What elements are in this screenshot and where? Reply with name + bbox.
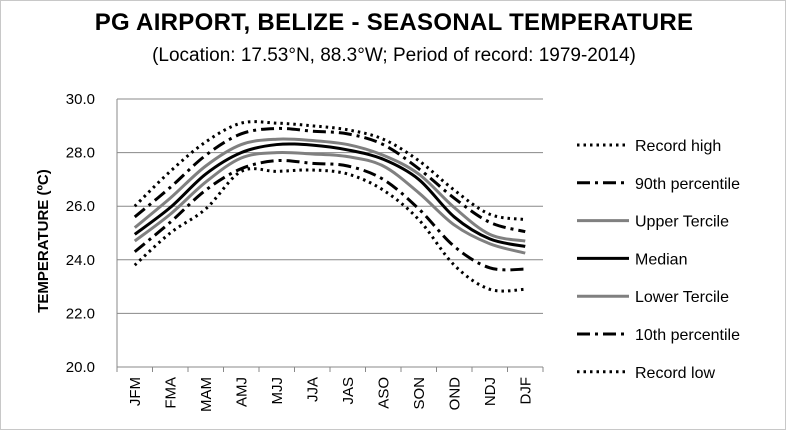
- legend: Record high 90th percentile Upper Tercile M…: [577, 138, 740, 382]
- x-tick-label: SON: [411, 377, 428, 410]
- series-line-median: [133, 142, 526, 248]
- x-tick-label: AMJ: [233, 377, 250, 407]
- y-tick-label: 26.0: [66, 198, 95, 215]
- x-tick-label: NDJ: [482, 377, 499, 406]
- legend-label-record-high: Record high: [635, 138, 721, 155]
- legend-label-upper-tercile: Upper Tercile: [635, 214, 729, 231]
- y-tick-label: 28.0: [66, 145, 95, 162]
- chart-subtitle: (Location: 17.53°N, 88.3°W; Period of re…: [152, 45, 636, 66]
- y-tick-label: 20.0: [66, 359, 95, 376]
- x-tick-label: MAM: [198, 377, 215, 412]
- x-tick-label: JAS: [340, 377, 357, 405]
- series-line-lower-tercile: [133, 150, 526, 255]
- x-tick-label: ASO: [375, 377, 392, 409]
- legend-label-lower-tercile: Lower Tercile: [635, 289, 729, 306]
- series-line-record-low: [133, 167, 526, 293]
- legend-label-10th-percentile: 10th percentile: [635, 327, 740, 344]
- series-line-90th-percentile: [133, 126, 526, 234]
- series-lines: [133, 120, 526, 293]
- y-tick-label: 30.0: [66, 91, 95, 108]
- series-line-record-high: [133, 120, 526, 222]
- y-tick-label: 22.0: [66, 305, 95, 322]
- y-tick-label: 24.0: [66, 252, 95, 269]
- x-tick-label: DJF: [517, 377, 534, 405]
- chart-title: PG AIRPORT, BELIZE - SEASONAL TEMPERATUR…: [94, 9, 694, 36]
- legend-label-record-low: Record low: [635, 365, 715, 382]
- axes: 20.0 22.0 24.0 26.0 28.0 30.0 JFM FMA MAM AMJ MJJ J…: [66, 91, 544, 412]
- legend-label-90th-percentile: 90th percentile: [635, 176, 740, 193]
- series-line-10th-percentile: [133, 158, 526, 272]
- x-tick-label: OND: [446, 377, 463, 411]
- legend-label-median: Median: [635, 251, 687, 268]
- series-line-upper-tercile: [133, 137, 526, 243]
- x-tick-label: JFM: [127, 377, 144, 406]
- x-tick-label: JJA: [304, 377, 321, 402]
- y-axis-label: TEMPERATURE (ºC): [35, 169, 52, 313]
- x-tick-label: FMA: [162, 377, 179, 409]
- x-tick-label: MJJ: [269, 377, 286, 405]
